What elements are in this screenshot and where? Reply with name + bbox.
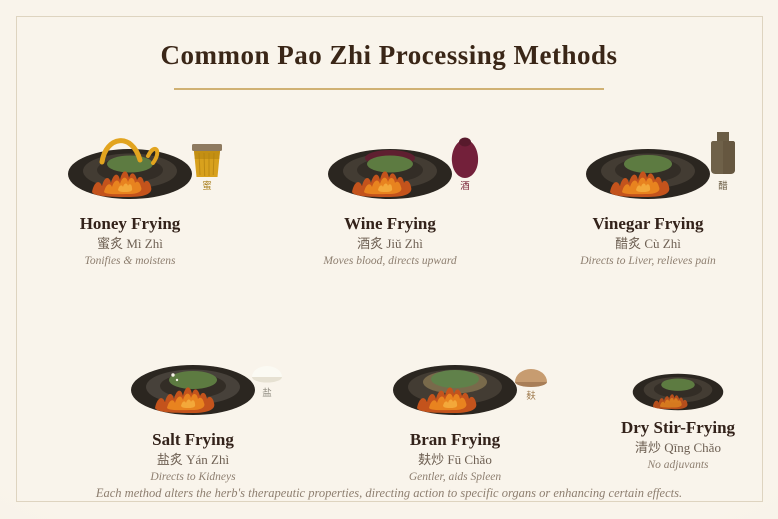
herb-icon (169, 371, 217, 389)
dry-stir-frying-illustration (632, 373, 724, 411)
flame-icon (352, 171, 412, 197)
flame-icon (652, 394, 688, 410)
flame-icon (610, 171, 670, 197)
method-title: Vinegar Frying (592, 214, 704, 233)
adjuvant-char: 麸 (526, 392, 536, 402)
flame-icon (155, 387, 215, 413)
wine-jug-icon (451, 137, 479, 178)
method-chinese: 酒炙 Jiǔ Zhì (357, 236, 423, 251)
adjuvant-char: 盐 (262, 389, 272, 399)
herb-icon (367, 155, 413, 173)
method-description: Moves blood, directs upward (323, 255, 457, 267)
method-card-dry: Dry Stir-Frying 清炒 Qīng Chǎo No adjuvant… (568, 324, 778, 473)
salt-frying-illustration (131, 365, 282, 415)
vinegar-frying-illustration (586, 132, 735, 199)
method-card-wine: 酒 Wine Frying 酒炙 Jiǔ Zhì Moves blood, di… (280, 120, 500, 269)
footer-note: Each method alters the herb's therapeuti… (95, 486, 683, 500)
herb-icon (431, 370, 479, 388)
honey-jar-icon (192, 144, 222, 177)
method-description: Directs to Liver, relieves pain (580, 255, 716, 267)
herb-icon (624, 155, 672, 173)
honey-drizzle-icon (99, 138, 160, 165)
bran-frying-illustration (393, 365, 547, 415)
method-chinese: 盐炙 Yán Zhì (156, 452, 230, 467)
title-underline (174, 88, 604, 90)
method-illustration: 盐 (83, 336, 303, 428)
method-title: Bran Frying (409, 430, 501, 449)
adjuvant-char: 酒 (460, 182, 470, 192)
method-card-honey: 蜜 Honey Frying 蜜炙 Mì Zhì Tonifies & mois… (20, 120, 240, 269)
method-title: Dry Stir-Frying (620, 418, 736, 437)
method-description: Tonifies & moistens (84, 255, 176, 267)
honey-frying-illustration (68, 138, 222, 199)
herb-icon (107, 155, 153, 173)
salt-specks-icon (171, 373, 179, 382)
method-card-vinegar: 醋 Vinegar Frying 醋炙 Cù Zhì Directs to Li… (538, 120, 758, 269)
method-description: Directs to Kidneys (150, 471, 236, 483)
bran-mound-icon (515, 369, 547, 387)
vinegar-bottle-icon (711, 132, 735, 174)
wine-frying-illustration (328, 137, 479, 199)
method-card-bran: 麸 Bran Frying 麸炒 Fū Chǎo Gentler, aids S… (345, 336, 565, 485)
herb-icon (661, 378, 695, 391)
method-chinese: 麸炒 Fū Chǎo (418, 452, 492, 467)
page-title: Common Pao Zhi Processing Methods (160, 40, 618, 70)
adjuvant-char: 蜜 (202, 182, 212, 192)
method-illustration: 醋 (538, 120, 758, 212)
method-chinese: 蜜炙 Mì Zhì (97, 236, 163, 251)
method-card-salt: 盐 Salt Frying 盐炙 Yán Zhì Directs to Kidn… (83, 336, 303, 485)
method-title: Wine Frying (344, 214, 436, 233)
flame-icon (417, 387, 477, 413)
method-title: Salt Frying (152, 430, 234, 449)
salt-mound-icon (252, 366, 282, 383)
method-illustration: 麸 (345, 336, 565, 428)
method-chinese: 醋炙 Cù Zhì (615, 236, 681, 251)
method-chinese: 清炒 Qīng Chǎo (635, 440, 721, 455)
method-title: Honey Frying (79, 214, 181, 233)
method-illustration: 酒 (280, 120, 500, 212)
method-description: Gentler, aids Spleen (408, 471, 502, 483)
flame-icon (92, 171, 152, 197)
method-illustration: 蜜 (20, 120, 240, 212)
adjuvant-char: 醋 (718, 182, 728, 192)
method-illustration (568, 324, 778, 416)
method-description: No adjuvants (647, 459, 709, 471)
